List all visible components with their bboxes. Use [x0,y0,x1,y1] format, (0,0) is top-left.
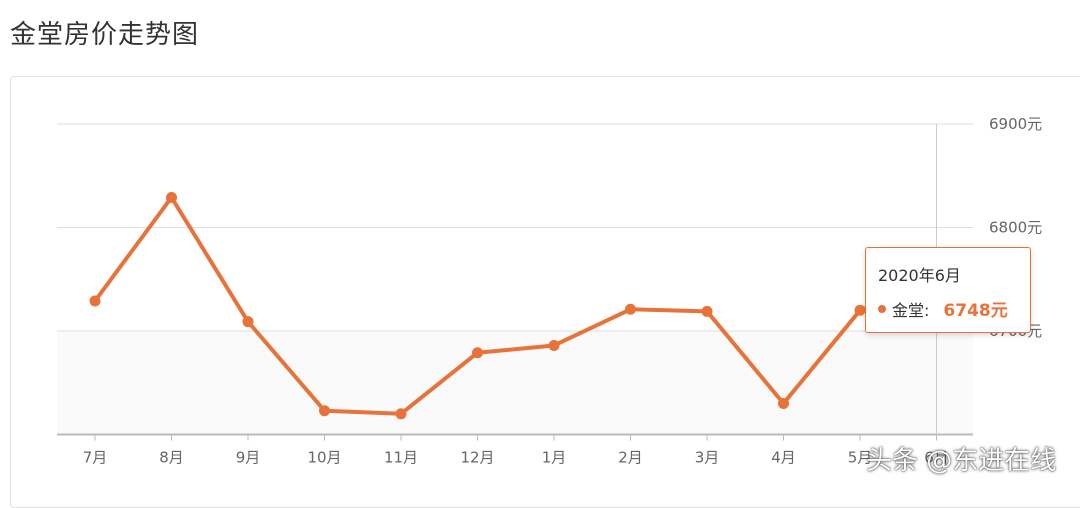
x-tick-label: 12月 [460,449,494,467]
x-tick-label: 5月 [848,449,873,467]
tooltip-row: 金堂: 6748元 [878,296,1008,321]
data-point [319,405,330,417]
chart-tooltip: 2020年6月 金堂: 6748元 [865,247,1031,333]
line-chart: 6700元6800元6900元7月8月9月10月11月12月1月2月3月4月5月… [57,115,1042,467]
data-point [166,191,177,203]
data-point [472,347,483,359]
data-point [854,304,866,316]
data-point [548,339,560,351]
x-tick-label: 1月 [542,449,567,467]
x-tick-label: 6月 [924,449,949,467]
chart-card: 6700元6800元6900元7月8月9月10月11月12月1月2月3月4月5月… [10,76,1080,508]
tooltip-series-name: 金堂: [892,300,930,320]
data-point [395,408,407,420]
plot-background [57,331,973,435]
data-point [778,397,789,409]
data-point [89,295,101,307]
x-tick-label: 2月 [618,449,643,467]
x-tick-label: 8月 [159,449,184,467]
x-tick-label: 4月 [771,449,796,467]
series-dot-icon [878,304,886,313]
y-tick-label: 6800元 [989,219,1042,237]
page-title: 金堂房价走势图 [10,20,200,50]
x-tick-label: 3月 [695,449,720,467]
data-point [242,316,254,328]
series-line [93,195,939,416]
y-tick-label: 6900元 [989,115,1042,133]
tooltip-value: 6748元 [943,301,1008,321]
watermark: 头条 @东进在线 [866,446,1057,476]
x-tick-label: 11月 [384,449,418,467]
x-tick-label: 7月 [83,449,108,467]
data-point [625,303,636,315]
data-point [701,305,713,317]
x-tick-label: 10月 [307,449,341,467]
tooltip-title: 2020年6月 [878,266,961,285]
x-tick-label: 9月 [236,449,261,467]
